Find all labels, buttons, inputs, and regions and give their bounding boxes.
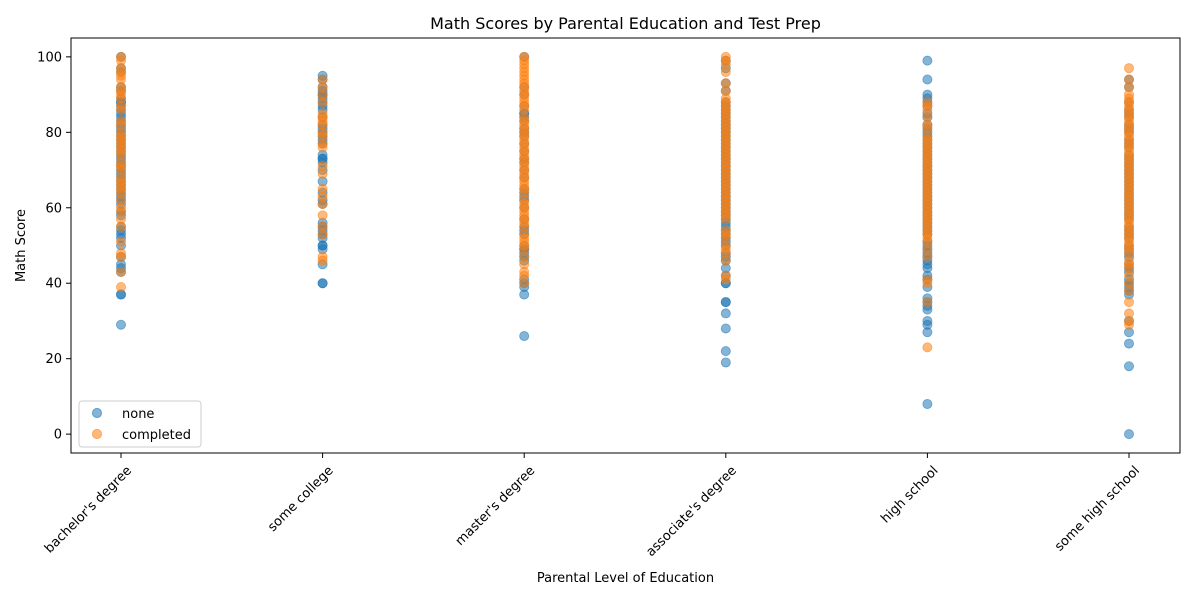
data-point [720, 51, 731, 62]
legend-box [78, 400, 202, 448]
y-tick-label: 40 [45, 277, 62, 292]
legend-marker [91, 428, 103, 440]
legend-label: none [122, 407, 154, 422]
data-point [1124, 74, 1135, 85]
data-point [922, 315, 933, 326]
x-tick-label: associate's degree [643, 463, 739, 559]
x-tick-label: some college [265, 463, 336, 534]
y-tick-label: 20 [45, 352, 62, 367]
data-point [317, 183, 328, 194]
y-axis: 0 20 40 60 80 100 [37, 50, 71, 443]
data-point [720, 346, 731, 357]
data-point [922, 274, 933, 285]
chart-title: Math Scores by Parental Education and Te… [430, 14, 821, 33]
data-point [922, 74, 933, 85]
data-point [1124, 361, 1135, 372]
data-point [317, 221, 328, 232]
data-point [922, 297, 933, 308]
legend: none completed [78, 400, 202, 448]
data-point [1124, 297, 1135, 308]
data-point [317, 210, 328, 221]
legend-label: completed [122, 428, 191, 443]
data-point [1124, 63, 1135, 74]
x-axis: bachelor's degree some college master's de… [42, 453, 1143, 560]
data-point [720, 225, 731, 236]
y-tick-label: 80 [45, 126, 62, 141]
plot-frame [70, 37, 1181, 454]
data-point [922, 398, 933, 409]
y-tick-label: 0 [54, 428, 62, 443]
points-layer [116, 51, 1135, 440]
data-point [116, 319, 127, 330]
data-point [1124, 429, 1135, 440]
data-point [116, 281, 127, 292]
data-point [317, 74, 328, 85]
series-none [116, 51, 1135, 440]
data-point [720, 308, 731, 319]
data-point [519, 51, 530, 62]
y-tick-label: 60 [45, 201, 62, 216]
data-point [720, 357, 731, 368]
x-tick-label: some high school [1052, 463, 1143, 554]
data-point [720, 78, 731, 89]
data-point [317, 278, 328, 289]
x-tick-label: master's degree [453, 463, 538, 548]
data-point [922, 342, 933, 353]
data-point [317, 161, 328, 172]
data-point [922, 55, 933, 66]
data-point [116, 116, 127, 127]
y-axis-label: Math Score [14, 209, 29, 282]
data-point [116, 236, 127, 247]
data-point [116, 248, 127, 259]
data-point [317, 108, 328, 119]
legend-marker [91, 407, 103, 419]
data-point [116, 51, 127, 62]
y-tick-label: 100 [37, 50, 62, 65]
data-point [720, 323, 731, 334]
x-axis-label: Parental Level of Education [537, 571, 714, 586]
data-point [317, 251, 328, 262]
x-tick-label: high school [878, 463, 941, 526]
data-point [922, 97, 933, 108]
data-point [519, 331, 530, 342]
data-point [720, 270, 731, 281]
data-point [1124, 308, 1135, 319]
data-point [1124, 338, 1135, 349]
data-point [720, 297, 731, 308]
data-point [116, 266, 127, 277]
x-tick-label: bachelor's degree [42, 463, 135, 556]
series-completed [116, 51, 1135, 353]
